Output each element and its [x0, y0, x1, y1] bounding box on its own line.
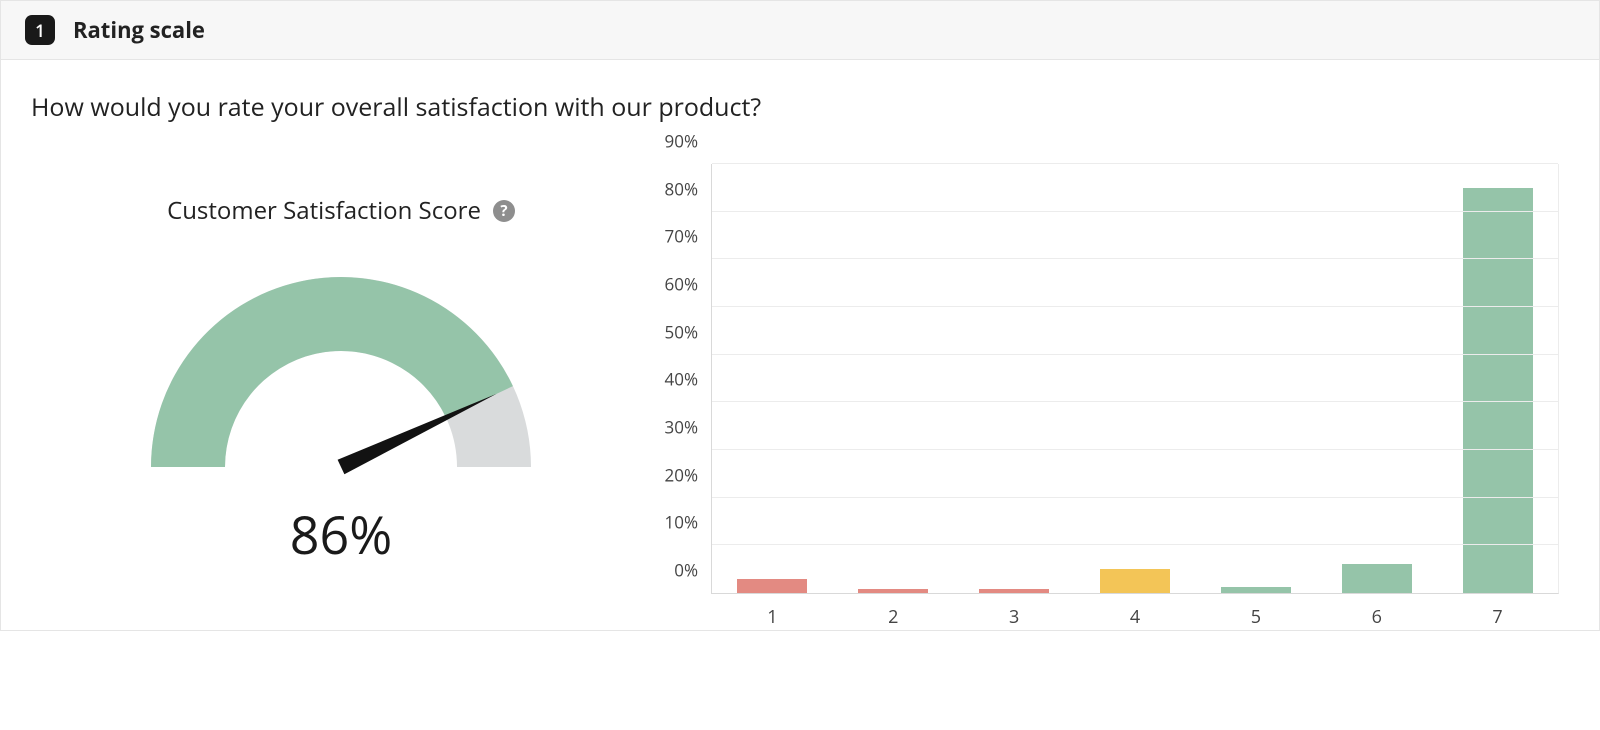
bar [1342, 564, 1412, 593]
bar-slot: 5 [1195, 164, 1316, 593]
help-icon[interactable]: ? [493, 200, 515, 222]
bar-slot: 2 [833, 164, 954, 593]
gridline [712, 401, 1558, 402]
bar-slot: 7 [1437, 164, 1558, 593]
panel-body: How would you rate your overall satisfac… [1, 60, 1599, 630]
x-axis-label: 5 [1251, 593, 1261, 629]
y-axis-label: 90% [665, 130, 713, 153]
charts-row: Customer Satisfaction Score ? 86% 123456… [31, 164, 1569, 594]
gridline [712, 449, 1558, 450]
bar-chart: 1234567 0%10%20%30%40%50%60%70%80%90% [711, 164, 1559, 594]
y-axis-label: 30% [665, 416, 713, 439]
y-axis-label: 70% [665, 225, 713, 248]
bar [737, 579, 807, 593]
gridline [712, 497, 1558, 498]
y-axis-label: 60% [665, 273, 713, 296]
question-text: How would you rate your overall satisfac… [31, 90, 1569, 124]
y-axis-label: 80% [665, 177, 713, 200]
bar-slot: 3 [954, 164, 1075, 593]
gauge-column: Customer Satisfaction Score ? 86% [31, 164, 651, 570]
x-axis-label: 3 [1009, 593, 1019, 629]
x-axis-label: 2 [888, 593, 898, 629]
gauge-value: 86% [290, 499, 392, 570]
rating-scale-panel: 1 Rating scale How would you rate your o… [0, 0, 1600, 631]
bar-chart-column: 1234567 0%10%20%30%40%50%60%70%80%90% [651, 164, 1569, 594]
bar-slot: 6 [1316, 164, 1437, 593]
bars-container: 1234567 [712, 164, 1558, 593]
gauge-title-row: Customer Satisfaction Score ? [167, 194, 515, 227]
gridline [712, 258, 1558, 259]
panel-header: 1 Rating scale [1, 1, 1599, 60]
gridline [712, 354, 1558, 355]
panel-title: Rating scale [73, 15, 205, 45]
y-axis-label: 0% [674, 559, 712, 582]
y-axis-label: 10% [665, 511, 713, 534]
x-axis-label: 4 [1130, 593, 1140, 629]
gridline [712, 544, 1558, 545]
y-axis-label: 40% [665, 368, 713, 391]
x-axis-label: 1 [767, 593, 777, 629]
gauge-chart [141, 267, 541, 487]
gridline [712, 163, 1558, 164]
gridline [712, 211, 1558, 212]
gauge-title: Customer Satisfaction Score [167, 194, 481, 227]
bar-slot: 4 [1075, 164, 1196, 593]
y-axis-label: 20% [665, 463, 713, 486]
question-number-badge: 1 [25, 15, 55, 45]
x-axis-label: 6 [1372, 593, 1382, 629]
x-axis-label: 7 [1492, 593, 1502, 629]
bar [1463, 188, 1533, 593]
gridline [712, 306, 1558, 307]
bar-slot: 1 [712, 164, 833, 593]
bar [1100, 569, 1170, 593]
y-axis-label: 50% [665, 320, 713, 343]
